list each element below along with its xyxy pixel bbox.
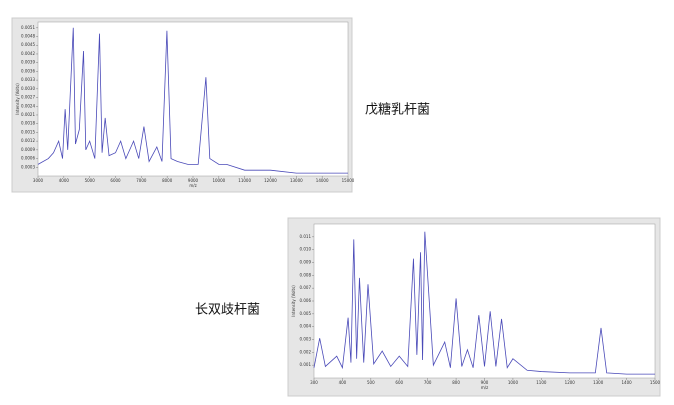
plot-area [37, 21, 349, 177]
y-tick-label: 0.003 [300, 337, 312, 342]
x-tick-label: 5000 [85, 178, 96, 183]
y-axis-label: Intensity (Volts) [15, 83, 20, 115]
y-tick-label: 0.0012 [21, 138, 35, 143]
y-tick-label: 0.009 [300, 260, 312, 265]
y-tick-label: 0.005 [300, 311, 312, 316]
y-tick-label: 0.0015 [21, 129, 35, 134]
y-tick-label: 0.007 [300, 285, 312, 290]
y-tick-label: 0.0009 [21, 147, 35, 152]
plot-area [313, 223, 656, 379]
y-tick-label: 0.002 [300, 349, 312, 354]
x-tick-label: 14000 [316, 178, 329, 183]
y-axis-label: Intensity (Volts) [291, 285, 296, 317]
y-tick-label: 0.0021 [21, 112, 35, 117]
x-tick-label: 1400 [621, 380, 632, 385]
x-tick-label: 700 [424, 380, 432, 385]
x-tick-label: 500 [367, 380, 375, 385]
y-tick-label: 0.0030 [21, 86, 35, 91]
y-tick-label: 0.011 [300, 234, 312, 239]
y-tick-label: 0.010 [300, 247, 312, 252]
x-tick-label: 8000 [162, 178, 173, 183]
x-tick-label: 12000 [264, 178, 277, 183]
x-axis-label: m/z [189, 183, 196, 188]
y-tick-label: 0.0048 [21, 34, 35, 39]
chart-caption: 戊糖乳杆菌 [365, 102, 430, 118]
x-tick-label: 7000 [136, 178, 147, 183]
x-tick-label: 15000 [342, 178, 355, 183]
y-tick-label: 0.0006 [21, 156, 35, 161]
y-tick-label: 0.001 [300, 362, 312, 367]
x-tick-label: 4000 [59, 178, 70, 183]
x-tick-label: 1000 [508, 380, 519, 385]
x-tick-label: 400 [339, 380, 347, 385]
x-tick-label: 1200 [565, 380, 576, 385]
spectrum-line [313, 231, 655, 375]
spectrum-line [37, 27, 348, 174]
y-tick-label: 0.0036 [21, 68, 35, 73]
y-tick-label: 0.0045 [21, 42, 35, 47]
x-tick-label: 1500 [650, 380, 661, 385]
y-tick-label: 0.0039 [21, 60, 35, 65]
x-tick-label: 9000 [188, 178, 199, 183]
x-tick-label: 600 [395, 380, 403, 385]
x-tick-label: 6000 [110, 178, 121, 183]
y-tick-label: 0.008 [300, 272, 312, 277]
x-axis-label: m/z [481, 385, 488, 390]
y-tick-label: 0.0027 [21, 95, 35, 100]
x-tick-label: 11000 [238, 178, 251, 183]
y-tick-label: 0.0042 [21, 51, 35, 56]
x-tick-label: 13000 [290, 178, 303, 183]
x-tick-label: 3000 [33, 178, 44, 183]
y-tick-label: 0.0033 [21, 77, 35, 82]
chart-caption: 长双歧杆菌 [195, 303, 260, 318]
x-tick-label: 300 [310, 380, 318, 385]
y-tick-label: 0.0018 [21, 121, 35, 126]
x-tick-label: 900 [481, 380, 489, 385]
x-tick-label: 1100 [536, 380, 547, 385]
y-tick-label: 0.004 [300, 324, 312, 329]
y-tick-label: 0.006 [300, 298, 312, 303]
x-tick-label: 1300 [593, 380, 604, 385]
x-tick-label: 10000 [212, 178, 225, 183]
y-tick-label: 0.0003 [21, 164, 35, 169]
y-tick-label: 0.0024 [21, 103, 35, 108]
x-tick-label: 800 [452, 380, 460, 385]
y-tick-label: 0.0051 [21, 25, 35, 30]
